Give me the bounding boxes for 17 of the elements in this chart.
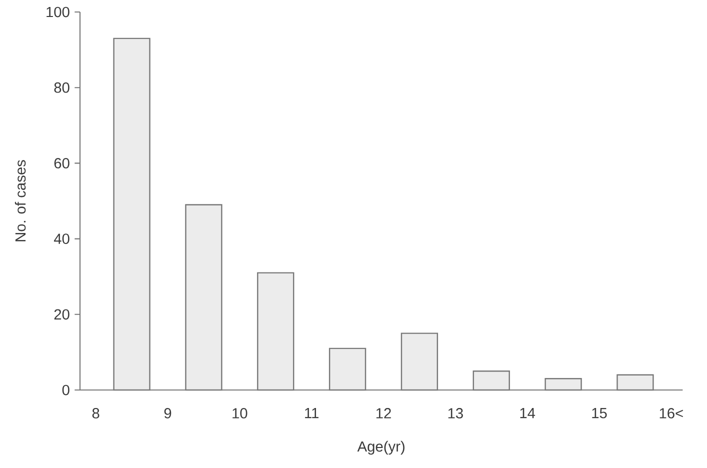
x-tick-label: 14 [520,408,536,418]
x-tick-label: 10 [232,408,248,418]
x-tick-label: 8 [92,408,100,418]
x-tick-label: 12 [376,408,391,418]
x-tick-label: 15 [592,408,607,418]
y-tick-label: 40 [54,234,70,244]
y-tick-label: 80 [54,82,70,93]
x-tick-label: 11 [305,408,318,418]
x-axis-title: Age(yr) [357,440,404,455]
y-tick-label: 60 [54,158,70,168]
y-tick-label: 100 [46,6,70,18]
y-tick-label: 0 [62,384,70,396]
x-tick-label: 16< [660,408,683,418]
x-tick-label: 13 [448,408,463,418]
x-tick-label: 9 [164,408,172,418]
y-axis-title: No. of cases [14,160,26,242]
y-tick-label: 20 [54,309,70,320]
